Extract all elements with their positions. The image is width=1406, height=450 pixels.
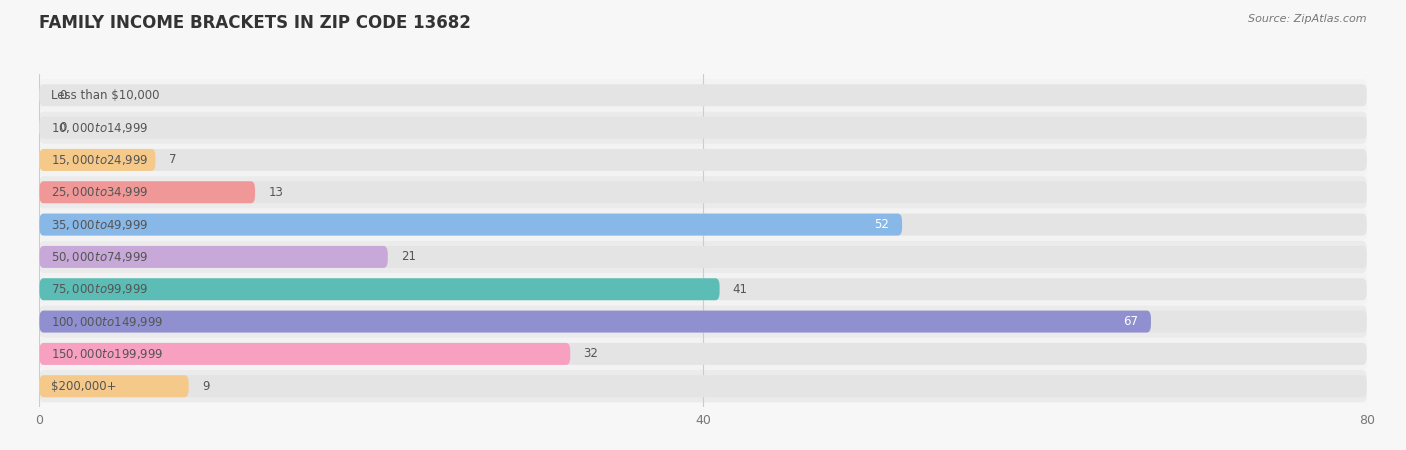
Text: $10,000 to $14,999: $10,000 to $14,999 (51, 121, 149, 135)
FancyBboxPatch shape (39, 310, 1152, 333)
FancyBboxPatch shape (39, 375, 188, 397)
FancyBboxPatch shape (39, 278, 1367, 300)
Text: $100,000 to $149,999: $100,000 to $149,999 (51, 315, 163, 328)
Text: Less than $10,000: Less than $10,000 (51, 89, 159, 102)
FancyBboxPatch shape (39, 241, 1367, 273)
FancyBboxPatch shape (39, 144, 1367, 176)
FancyBboxPatch shape (39, 112, 1367, 144)
FancyBboxPatch shape (39, 214, 903, 236)
Text: 9: 9 (202, 380, 209, 393)
FancyBboxPatch shape (39, 208, 1367, 241)
FancyBboxPatch shape (39, 117, 1367, 139)
Text: 0: 0 (59, 89, 66, 102)
Text: $150,000 to $199,999: $150,000 to $199,999 (51, 347, 163, 361)
FancyBboxPatch shape (39, 278, 720, 300)
FancyBboxPatch shape (39, 214, 1367, 236)
Text: 0: 0 (59, 121, 66, 134)
Text: FAMILY INCOME BRACKETS IN ZIP CODE 13682: FAMILY INCOME BRACKETS IN ZIP CODE 13682 (39, 14, 471, 32)
FancyBboxPatch shape (39, 181, 254, 203)
FancyBboxPatch shape (39, 79, 1367, 112)
FancyBboxPatch shape (39, 338, 1367, 370)
Text: $200,000+: $200,000+ (51, 380, 117, 393)
Text: $15,000 to $24,999: $15,000 to $24,999 (51, 153, 149, 167)
FancyBboxPatch shape (39, 246, 388, 268)
Text: 21: 21 (401, 250, 416, 263)
FancyBboxPatch shape (39, 370, 1367, 402)
FancyBboxPatch shape (39, 181, 1367, 203)
FancyBboxPatch shape (39, 273, 1367, 306)
FancyBboxPatch shape (39, 246, 1367, 268)
Text: Source: ZipAtlas.com: Source: ZipAtlas.com (1249, 14, 1367, 23)
Text: 7: 7 (169, 153, 176, 166)
FancyBboxPatch shape (39, 149, 156, 171)
Text: $35,000 to $49,999: $35,000 to $49,999 (51, 218, 149, 232)
FancyBboxPatch shape (39, 306, 1367, 338)
FancyBboxPatch shape (39, 176, 1367, 208)
FancyBboxPatch shape (39, 375, 1367, 397)
Text: 32: 32 (583, 347, 599, 360)
Text: 52: 52 (875, 218, 889, 231)
FancyBboxPatch shape (39, 310, 1367, 333)
FancyBboxPatch shape (39, 84, 1367, 106)
Text: 13: 13 (269, 186, 283, 199)
FancyBboxPatch shape (39, 343, 1367, 365)
FancyBboxPatch shape (39, 149, 1367, 171)
Text: $25,000 to $34,999: $25,000 to $34,999 (51, 185, 149, 199)
FancyBboxPatch shape (39, 343, 571, 365)
Text: 67: 67 (1122, 315, 1137, 328)
Text: 41: 41 (733, 283, 748, 296)
Text: $50,000 to $74,999: $50,000 to $74,999 (51, 250, 149, 264)
Text: $75,000 to $99,999: $75,000 to $99,999 (51, 282, 149, 296)
